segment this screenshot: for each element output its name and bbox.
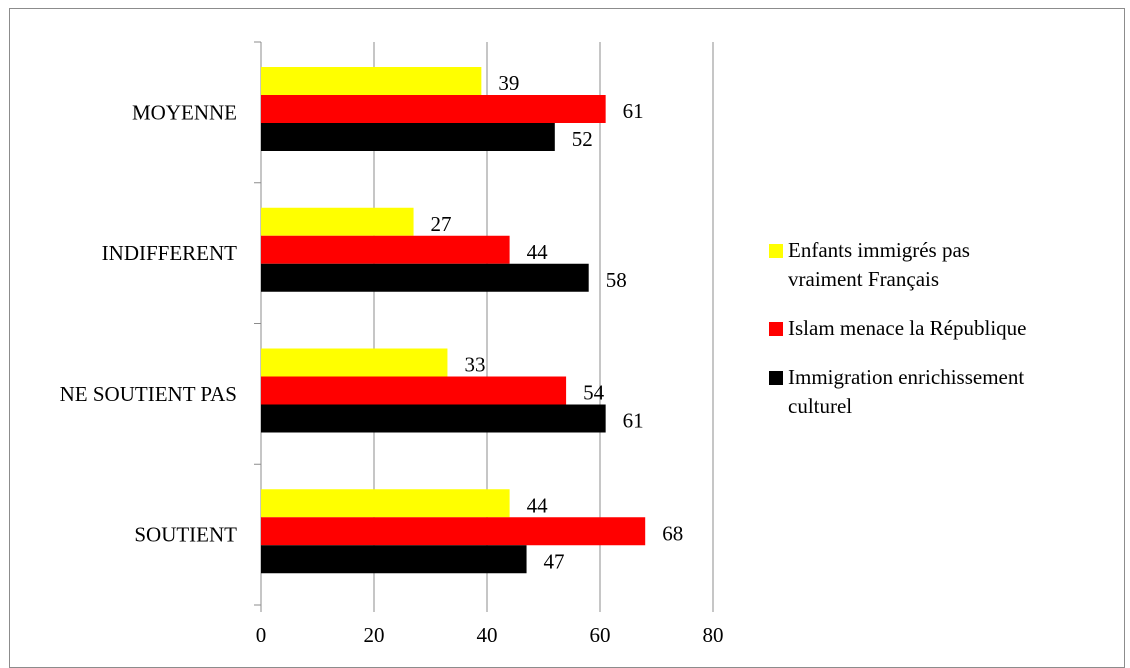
data-label: 44 (527, 240, 549, 264)
x-tick-label: 80 (703, 623, 724, 647)
data-label: 61 (623, 409, 644, 433)
bar (261, 235, 510, 264)
legend-item-immigration: Immigration enrichissement culturel (767, 363, 1117, 421)
legend-swatch-yellow (769, 244, 783, 258)
y-category-label: NE SOUTIENT PAS (60, 382, 237, 406)
chart-legend: Enfants immigrés pas vraiment Français I… (767, 236, 1117, 421)
x-tick-label: 60 (590, 623, 611, 647)
bar (261, 95, 606, 123)
y-category-label: MOYENNE (132, 100, 237, 124)
x-tick-label: 20 (364, 623, 385, 647)
y-category-label: SOUTIENT (134, 523, 237, 547)
x-tick-label: 0 (256, 623, 267, 647)
bar (261, 123, 555, 151)
bar (261, 517, 646, 546)
legend-label-line: Immigration enrichissement (788, 365, 1025, 389)
legend-swatch-black (769, 371, 783, 385)
bar (261, 489, 510, 518)
legend-item-enfants: Enfants immigrés pas vraiment Français (767, 236, 1117, 294)
data-label: 58 (606, 268, 627, 292)
data-label: 47 (544, 549, 565, 573)
legend-swatch-red (769, 322, 783, 336)
legend-label-line: Enfants immigrés pas (788, 238, 970, 262)
y-category-label: INDIFFERENT (102, 241, 238, 265)
bar (261, 545, 527, 574)
data-label: 68 (662, 521, 683, 545)
x-tick-label: 40 (477, 623, 498, 647)
data-label: 61 (623, 99, 644, 123)
data-label: 39 (498, 71, 519, 95)
data-label: 52 (572, 127, 593, 151)
bar (261, 67, 482, 95)
data-label: 27 (431, 212, 452, 236)
bar (261, 348, 448, 377)
data-label: 44 (527, 493, 549, 517)
legend-item-islam: Islam menace la République (767, 314, 1117, 343)
data-label: 54 (583, 381, 605, 405)
legend-label-line: culturel (788, 394, 853, 418)
bar (261, 207, 414, 236)
data-label: 33 (464, 353, 485, 377)
bar (261, 263, 589, 292)
bar (261, 404, 606, 433)
legend-label-line: Islam menace la République (788, 316, 1027, 340)
bar (261, 376, 567, 405)
legend-label-line: vraiment Français (788, 267, 940, 291)
